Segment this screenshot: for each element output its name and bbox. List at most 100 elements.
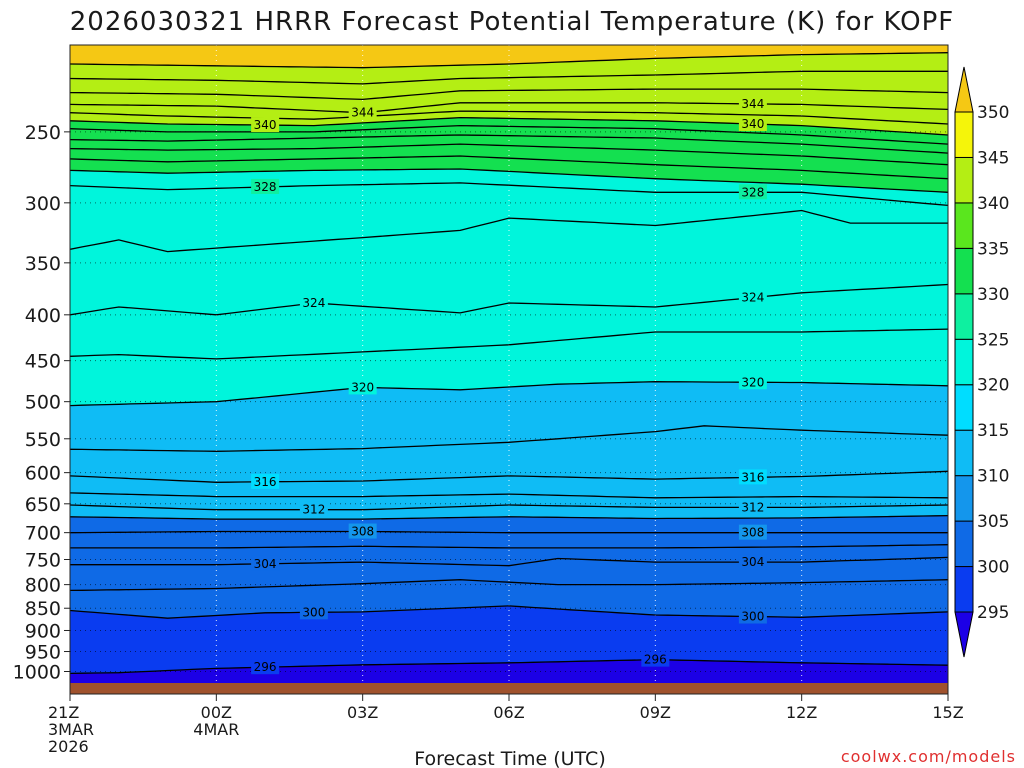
x-tick-label: 03Z	[347, 703, 378, 722]
y-tick-label: 800	[25, 575, 61, 597]
contour-line-318	[70, 425, 948, 452]
contour-label-bg	[348, 523, 377, 539]
colorbar-label: 300	[977, 558, 1009, 578]
contour-label-bg	[299, 604, 328, 620]
contour-label: 328	[254, 180, 277, 194]
contour-label: 308	[351, 525, 374, 539]
contour-lines	[70, 52, 948, 675]
x-tick-label: 15Z	[932, 703, 963, 722]
y-tick-label: 550	[25, 429, 61, 451]
contour-label-bg	[738, 524, 767, 540]
y-tick-label: 300	[25, 193, 61, 215]
y-axis: 2503003504004505005506006507007508008509…	[13, 122, 70, 683]
contour-label: 324	[741, 291, 764, 305]
y-tick-label: 600	[25, 463, 61, 485]
contour-label: 344	[351, 106, 374, 120]
contour-label-bg	[251, 555, 280, 571]
colorbar-swatch	[954, 111, 974, 158]
colorbar-swatch	[954, 475, 974, 522]
contour-line-322	[70, 328, 948, 360]
colorbar-label: 345	[977, 148, 1009, 168]
y-tick-label: 250	[25, 122, 61, 144]
colorbar-swatch	[954, 338, 974, 386]
ground-surface-band	[70, 683, 948, 694]
colorbar-label: 315	[977, 421, 1009, 441]
contour-label: 304	[741, 555, 764, 569]
contour-line-336	[70, 134, 948, 154]
x-tick-label: 12Z	[786, 703, 817, 722]
colorbar-swatch	[954, 384, 974, 431]
x-tick-label: 4MAR	[193, 720, 239, 739]
contour-line-350	[70, 52, 948, 69]
colorbar-swatch	[954, 247, 974, 295]
contour-line-296	[70, 658, 948, 675]
contour-label-bg	[738, 374, 767, 390]
contour-label-bg	[348, 104, 377, 120]
contour-line-324	[70, 283, 948, 316]
x-tick-label: 2026	[48, 737, 89, 756]
colorbar-label: 350	[977, 103, 1009, 123]
colorbar-swatch	[954, 566, 974, 613]
contour-label: 340	[254, 118, 277, 132]
colorbar-label: 310	[977, 467, 1009, 487]
contour-label: 320	[741, 375, 764, 389]
contour-line-302	[70, 579, 948, 592]
colorbar-swatch	[954, 202, 974, 249]
colorbar-swatch	[954, 520, 974, 568]
contour-label: 304	[254, 557, 277, 571]
contour-label: 300	[302, 605, 325, 619]
contour-label: 312	[741, 500, 764, 514]
contour-label: 296	[254, 660, 277, 674]
contour-line-340	[70, 116, 948, 136]
contour-label-bg	[738, 95, 767, 111]
y-tick-label: 400	[25, 305, 61, 327]
contour-line-308	[70, 530, 948, 534]
y-tick-label: 850	[25, 598, 61, 620]
contour-label: 320	[351, 380, 374, 394]
contour-label-bg	[738, 289, 767, 305]
contour-label-bg	[738, 499, 767, 515]
y-tick-label: 900	[25, 620, 61, 642]
x-tick-label: 21Z	[48, 703, 79, 722]
colorbar-swatch	[954, 293, 974, 340]
contour-line-342	[70, 110, 948, 125]
contour-label: 308	[741, 526, 764, 540]
contour-line-300	[70, 605, 948, 619]
x-tick-label: 3MAR	[48, 720, 94, 739]
contour-line-332	[70, 155, 948, 180]
contour-line-334	[70, 143, 948, 166]
contour-line-338	[70, 124, 948, 145]
colorbar-swatch	[954, 429, 974, 477]
plot-area: 296 296 300 300 304 304 308 308 312 312 316 316 320 3…	[70, 45, 948, 683]
contour-line-320	[70, 381, 948, 407]
colorbar-label: 335	[977, 239, 1009, 259]
colorbar-bottom-arrow	[954, 611, 974, 658]
colorbar-top-arrow	[954, 66, 974, 113]
contour-label-bg	[738, 608, 767, 624]
contour-line-310	[70, 514, 948, 520]
chart-title: 2026030321 HRRR Forecast Potential Tempe…	[70, 7, 954, 37]
contour-line-312	[70, 504, 948, 511]
band-fill-350	[70, 45, 948, 68]
colorbar-label: 320	[977, 376, 1009, 396]
colorbar-legend: 295 300 305 310 315 320 325 330 335 340 345 350	[954, 66, 1009, 658]
x-axis-label: Forecast Time (UTC)	[414, 748, 605, 768]
colorbar-swatch	[954, 156, 974, 204]
contour-label-bg	[738, 469, 767, 485]
contour-line-348	[70, 70, 948, 85]
y-tick-label: 700	[25, 523, 61, 545]
contour-label: 344	[741, 97, 764, 111]
y-tick-label: 450	[25, 351, 61, 373]
contour-label-bg	[641, 651, 670, 667]
credit-link[interactable]: coolwx.com/models	[841, 747, 1016, 766]
contour-label: 324	[302, 296, 325, 310]
x-tick-label: 00Z	[201, 703, 232, 722]
contour-line-344	[70, 102, 948, 114]
contour-label: 312	[302, 503, 325, 517]
contour-label: 300	[741, 610, 764, 624]
colorbar-label: 325	[977, 330, 1009, 350]
contour-label-bg	[299, 501, 328, 517]
x-tick-label: 09Z	[640, 703, 671, 722]
